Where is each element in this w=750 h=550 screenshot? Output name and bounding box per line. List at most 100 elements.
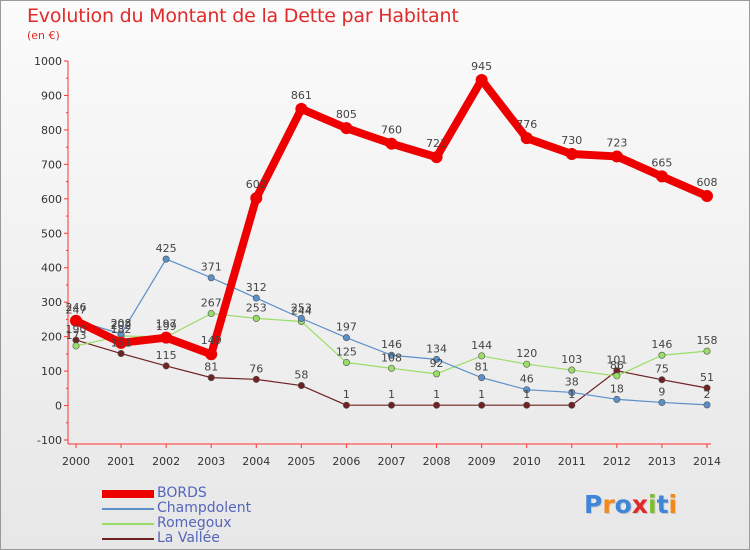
data-label: 18 [610,382,624,395]
y-tick-label: 700 [41,158,62,171]
data-point [342,358,350,366]
data-label: 244 [291,304,312,317]
proxiti-logo: Proxiti [584,490,678,519]
data-point [658,398,666,406]
y-tick-label: 900 [41,89,62,102]
data-label: 158 [697,334,718,347]
y-tick-label: 600 [41,193,62,206]
y-tick-label: 800 [41,124,62,137]
data-point [568,366,576,374]
data-label: 108 [381,351,402,364]
data-label: 665 [651,156,672,169]
y-tick-label: 0 [55,400,62,413]
chart-axes [67,61,711,445]
data-point [433,401,441,409]
data-label: 51 [700,371,714,384]
data-point [658,376,666,384]
data-point [523,360,531,368]
y-tick-label: 400 [41,262,62,275]
data-point [297,314,305,322]
data-point [610,150,623,163]
data-point [387,351,395,359]
data-label: 81 [204,361,218,374]
data-label: 197 [336,321,357,334]
x-tick-label: 2009 [468,455,496,468]
x-tick-label: 2001 [107,455,135,468]
data-point [385,137,398,150]
data-label: 190 [66,323,87,336]
data-point [703,347,711,355]
data-point [430,151,443,164]
series-line-0 [72,75,711,359]
data-point [205,348,218,361]
data-point [701,190,713,203]
legend-label-champdolent: Champdolent [157,500,252,516]
data-point [568,401,576,409]
data-label: 312 [246,281,267,294]
data-label: 1 [388,388,395,401]
data-label: 253 [246,301,267,314]
data-point [250,192,263,205]
data-label: 103 [561,353,582,366]
data-label: 75 [655,363,669,376]
data-label: 151 [111,337,132,350]
data-point [295,102,308,115]
data-point [613,395,621,403]
data-label: 86 [610,359,624,372]
data-label: 58 [294,369,308,382]
data-point [520,132,533,145]
legend-swatch-champdolent [102,508,154,510]
data-label: 46 [520,373,534,386]
data-point [523,401,531,409]
chart-title: Evolution du Montant de la Dette par Hab… [27,5,459,27]
data-point [433,355,441,363]
data-label: 760 [381,124,402,137]
data-point [72,342,80,350]
data-label: 371 [201,261,222,274]
data-label: 9 [658,385,665,398]
data-point [117,350,125,358]
data-label: 2 [704,388,711,401]
data-label: 125 [336,345,357,358]
data-label: 197 [156,318,177,331]
y-tick-label: -100 [37,434,62,447]
x-tick-label: 2014 [693,455,721,468]
x-tick-label: 2012 [603,455,631,468]
data-label: 608 [697,176,718,189]
data-label: 173 [66,329,87,342]
data-label: 602 [246,178,267,191]
data-point [387,401,395,409]
data-label: 1 [343,388,350,401]
y-tick-label: 200 [41,331,62,344]
data-label: 120 [516,347,537,360]
y-tick-label: 300 [41,296,62,309]
data-label: 76 [249,362,263,375]
data-label: 1 [433,388,440,401]
data-point [478,401,486,409]
data-point [658,351,666,359]
data-label: 723 [606,136,627,149]
x-tick-label: 2002 [152,455,180,468]
data-label: 92 [430,357,444,370]
data-point [70,314,82,327]
data-label: 146 [381,338,402,351]
data-point [655,170,668,183]
data-point [342,334,350,342]
y-tick-label: 1000 [34,55,62,68]
legend-swatch-romegoux [102,523,154,525]
x-tick-label: 2007 [378,455,406,468]
data-point [162,362,170,370]
x-tick-label: 2010 [513,455,541,468]
data-label: 81 [475,361,489,374]
data-label: 861 [291,89,312,102]
legend-label-la-vallee: La Vallée [157,530,220,546]
data-label: 146 [651,338,672,351]
data-point [207,310,215,318]
legend-swatch-bords [102,490,154,498]
data-point [207,374,215,382]
data-point [342,401,350,409]
data-label: 134 [426,342,447,355]
data-point [523,386,531,394]
